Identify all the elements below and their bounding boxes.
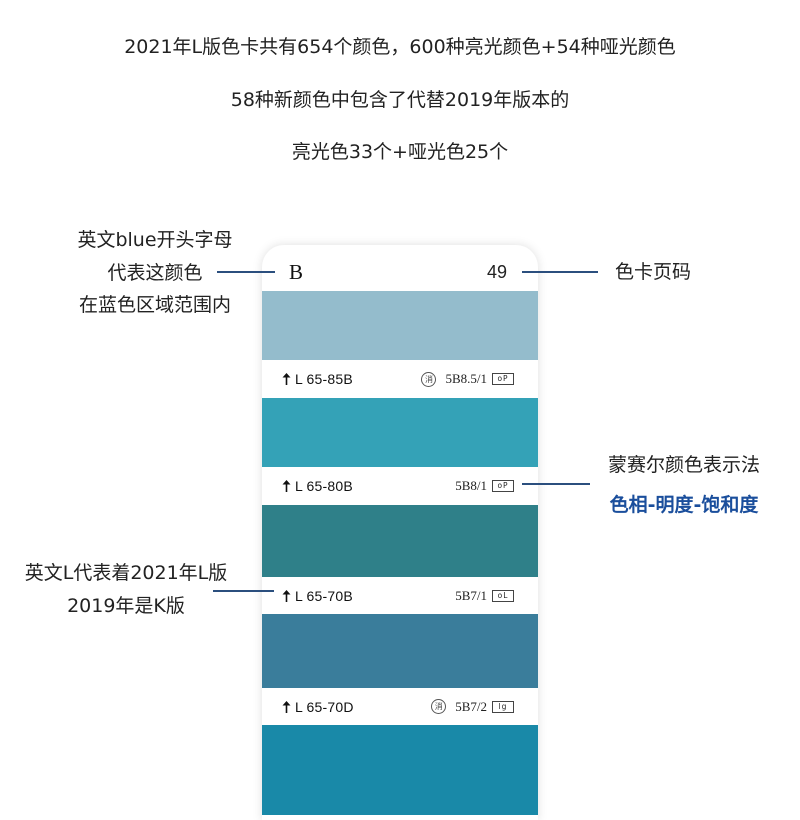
finish-badge: oP (492, 373, 514, 385)
edition-annotation-line-2: 2019年是K版 (67, 595, 185, 617)
munsell-detail-annotation: 色相-明度-饱和度 (609, 494, 759, 516)
swatch-label-row: L 65-70B 5B7/1 oL (262, 577, 538, 614)
swatch-code: L 65-70B (295, 587, 353, 604)
color-swatch (262, 398, 538, 467)
circled-character-icon: 消 (431, 699, 447, 714)
page-annotation: 色卡页码 (614, 261, 691, 283)
munsell-value: 5B8.5/1 (445, 371, 487, 386)
swatch-label-row: L 65-80B 5B8/1 oP (262, 467, 538, 505)
up-arrow-icon (282, 480, 291, 492)
swatch-code: L 65-70D (295, 698, 354, 715)
swatch-spec: 消 5B7/2 lg (431, 699, 514, 715)
color-swatch (262, 505, 538, 577)
swatch-label-row: L 65-85B 消 5B8.5/1 oP (262, 360, 538, 398)
circled-character-icon: 消 (421, 371, 437, 387)
card-letter: B (289, 260, 304, 284)
munsell-value: 5B7/1 (455, 587, 487, 603)
swatch-spec: 消 5B8.5/1 oP (421, 371, 514, 387)
munsell-value: 5B8/1 (455, 478, 487, 493)
letter-annotation-line-3: 在蓝色区域范围内 (78, 294, 231, 316)
intro-line-1: 2021年L版色卡共有654个颜色，600种亮光颜色+54种哑光颜色 (124, 36, 676, 58)
up-arrow-icon (282, 373, 291, 385)
card-page-number: 49 (486, 262, 507, 282)
swatch-code: L 65-80B (295, 478, 353, 494)
color-card: B 49 L 65-85B 消 5B8.5/1 oP L 65-80B 5B8/… (262, 245, 538, 820)
munsell-connector-line (522, 483, 590, 485)
up-arrow-icon (282, 589, 291, 602)
color-swatch (262, 291, 538, 360)
intro-line-3: 亮光色33个+哑光色25个 (291, 141, 509, 163)
swatch-label-row: L 65-70D 消 5B7/2 lg (262, 688, 538, 725)
finish-badge: oP (492, 480, 514, 492)
up-arrow-icon (282, 700, 291, 713)
finish-badge: lg (492, 700, 514, 713)
intro-line-2: 58种新颜色中包含了代替2019年版本的 (230, 89, 570, 111)
letter-annotation-line-1: 英文blue开头字母 (77, 229, 233, 251)
card-header: B 49 (262, 245, 538, 291)
swatch-spec: 5B7/1 oL (455, 588, 514, 604)
edition-annotation: 英文L代表着2021年L版 2019年是K版 (16, 557, 236, 623)
letter-connector-line (217, 271, 275, 273)
edition-connector-line (213, 590, 274, 592)
edition-annotation-line-1: 英文L代表着2021年L版 (24, 562, 228, 584)
munsell-value: 5B7/2 (455, 698, 487, 714)
munsell-annotation: 蒙赛尔颜色表示法 (607, 454, 760, 476)
swatch-spec: 5B8/1 oP (455, 478, 514, 494)
color-swatch (262, 614, 538, 688)
page-connector-line (522, 271, 598, 273)
swatch-code: L 65-85B (295, 371, 353, 387)
letter-annotation-line-2: 代表这颜色 (107, 261, 203, 284)
finish-badge: oL (492, 589, 514, 602)
letter-annotation: 英文blue开头字母 代表这颜色 在蓝色区域范围内 (55, 224, 255, 322)
color-swatch (262, 725, 538, 815)
